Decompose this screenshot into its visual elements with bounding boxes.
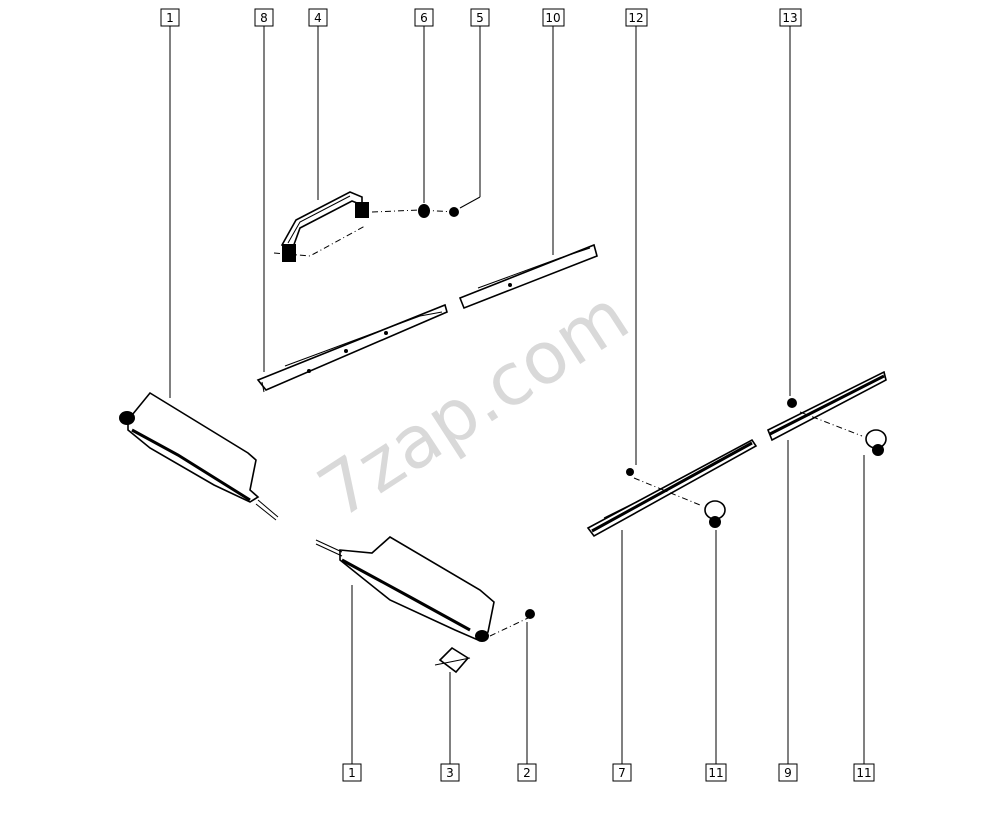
svg-text:1: 1 bbox=[166, 11, 174, 25]
leader-lines bbox=[169, 26, 865, 764]
callout-4: 4 bbox=[308, 8, 328, 27]
callout-10: 10 bbox=[542, 8, 565, 27]
callout-11-left: 11 bbox=[705, 763, 727, 782]
rail-7 bbox=[586, 438, 758, 538]
clip-3 bbox=[434, 646, 471, 674]
callout-7: 7 bbox=[612, 763, 632, 782]
svg-text:1: 1 bbox=[348, 766, 356, 780]
callout-6: 6 bbox=[414, 8, 434, 27]
rail-10 bbox=[458, 243, 598, 310]
callout-3: 3 bbox=[440, 763, 460, 782]
svg-text:2: 2 bbox=[523, 766, 531, 780]
svg-text:10: 10 bbox=[545, 11, 560, 25]
svg-text:11: 11 bbox=[856, 766, 871, 780]
callout-2: 2 bbox=[517, 763, 537, 782]
callout-8: 8 bbox=[254, 8, 274, 27]
callout-13: 13 bbox=[779, 8, 802, 27]
sun-visor-right bbox=[315, 536, 495, 642]
rail-8 bbox=[256, 303, 448, 393]
sun-visor-left bbox=[119, 391, 279, 521]
svg-text:5: 5 bbox=[476, 11, 484, 25]
screw-2 bbox=[489, 609, 535, 637]
callouts: 1 8 4 6 5 10 12 13 bbox=[160, 8, 875, 782]
svg-text:4: 4 bbox=[314, 11, 322, 25]
svg-text:9: 9 bbox=[784, 766, 792, 780]
svg-text:3: 3 bbox=[446, 766, 454, 780]
svg-text:12: 12 bbox=[628, 11, 643, 25]
svg-text:13: 13 bbox=[782, 11, 797, 25]
grab-handle bbox=[273, 191, 459, 262]
callout-11-right: 11 bbox=[853, 763, 875, 782]
svg-text:7: 7 bbox=[618, 766, 626, 780]
callout-1-top: 1 bbox=[160, 8, 180, 27]
svg-text:6: 6 bbox=[420, 11, 428, 25]
callout-5: 5 bbox=[470, 8, 490, 27]
callout-9: 9 bbox=[778, 763, 798, 782]
watermark: 7zap.com bbox=[304, 273, 643, 534]
rail-9 bbox=[766, 370, 887, 456]
callout-12: 12 bbox=[625, 8, 648, 27]
svg-text:8: 8 bbox=[260, 11, 268, 25]
svg-text:11: 11 bbox=[708, 766, 723, 780]
callout-1-bottom: 1 bbox=[342, 763, 362, 782]
